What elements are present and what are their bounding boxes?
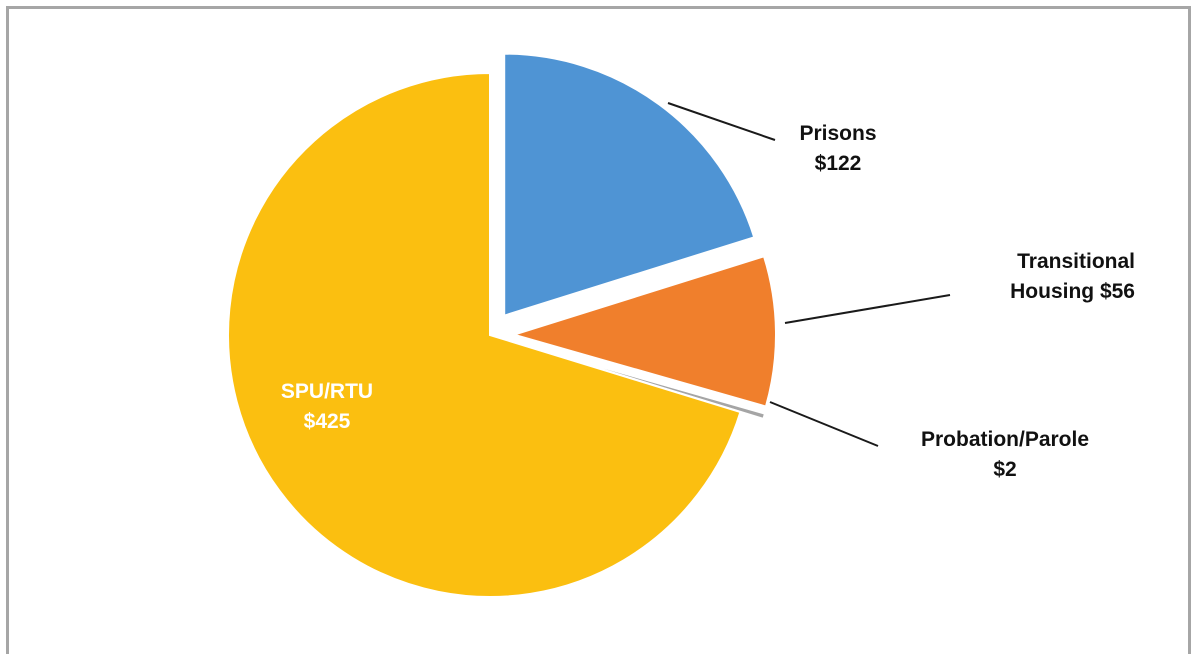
slice-label-line: $2 [993,458,1016,481]
slice-label-line: $122 [815,152,862,175]
slice-label-line: $425 [304,410,351,433]
leader-line-0 [667,102,776,141]
leader-line-2 [769,401,879,447]
pie-slice-3 [227,71,742,598]
slice-label-3: SPU/RTU $425 [281,380,373,433]
slice-label-line: Prisons [799,122,876,145]
leader-line-1 [784,294,951,324]
slice-label-line: SPU/RTU [281,380,373,403]
slice-label-line: Transitional [1017,250,1135,273]
leader-lines [667,102,951,447]
slice-label-1: Transitional Housing $56 [1010,250,1135,303]
slice-label-line: Housing $56 [1010,280,1135,303]
slice-label-0: Prisons $122 [799,122,876,175]
pie-slice-1 [510,255,777,408]
pie-slice-0 [503,52,756,318]
pie-slices [227,52,777,598]
slice-label-2: Probation/Parole $2 [921,428,1089,481]
slice-label-line: Probation/Parole [921,428,1089,451]
slice-labels: Prisons $122 Transitional Housing $56 Probat… [281,122,1135,481]
